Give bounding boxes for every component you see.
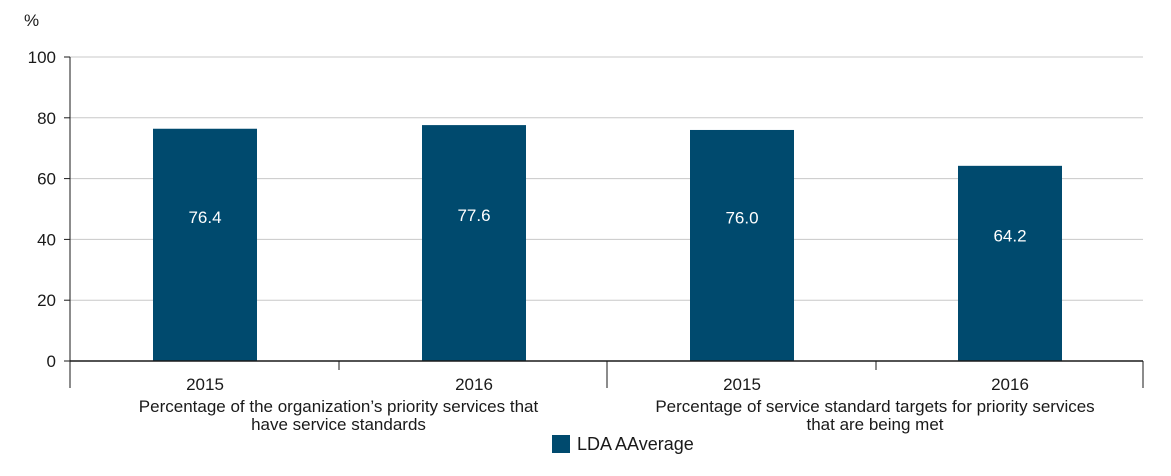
bar-value-label: 76.4	[188, 208, 221, 227]
bar-value-label: 77.6	[457, 206, 490, 225]
y-tick-label: 20	[37, 291, 56, 310]
bar	[153, 128, 257, 361]
y-tick-label: 100	[28, 48, 56, 67]
bar	[422, 125, 526, 361]
x-category-label: 2015	[186, 375, 224, 394]
legend-label: LDA AAverage	[577, 433, 694, 454]
bars: 76.4 77.6 76.0 64.2	[153, 125, 1062, 361]
y-axis-ticks: 0 20 40 60 80 100	[28, 48, 70, 371]
x-group-label: Percentage of service standard targets f…	[655, 397, 1094, 416]
legend: LDA AAverage	[552, 432, 694, 456]
bar	[958, 165, 1062, 361]
axes	[69, 57, 1144, 388]
x-axis-labels: 2015 2016 Percentage of the organization’s…	[139, 375, 1095, 434]
y-tick-label: 0	[47, 352, 56, 371]
bar	[690, 129, 794, 361]
x-category-label: 2016	[455, 375, 493, 394]
y-tick-label: 40	[37, 230, 56, 249]
x-group-label: Percentage of the organization’s priorit…	[139, 397, 539, 416]
y-tick-label: 80	[37, 109, 56, 128]
y-tick-label: 60	[37, 170, 56, 189]
x-group-label: have service standards	[251, 415, 426, 434]
bar-value-label: 76.0	[725, 208, 758, 227]
x-category-label: 2016	[991, 375, 1029, 394]
x-category-label: 2015	[723, 375, 761, 394]
y-axis-unit-label: %	[24, 11, 39, 30]
x-group-label: that are being met	[806, 415, 943, 434]
bar-value-label: 64.2	[993, 226, 1026, 245]
legend-swatch	[552, 435, 570, 453]
